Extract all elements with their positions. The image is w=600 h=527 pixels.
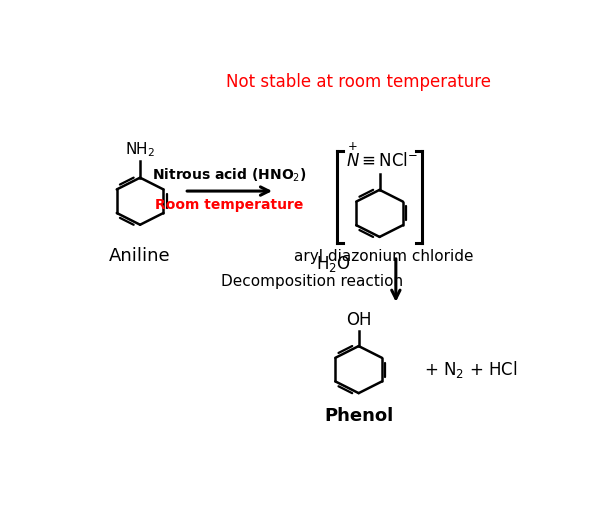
Text: Not stable at room temperature: Not stable at room temperature [226, 73, 491, 91]
Text: Nitrous acid (HNO$_2$): Nitrous acid (HNO$_2$) [152, 167, 307, 184]
Text: Room temperature: Room temperature [155, 198, 304, 212]
Text: H$_2$O: H$_2$O [316, 254, 350, 274]
Text: Aniline: Aniline [109, 247, 171, 265]
Text: aryl diazonium chloride: aryl diazonium chloride [295, 249, 474, 264]
Text: Decomposition reaction: Decomposition reaction [221, 274, 403, 289]
Text: OH: OH [346, 310, 371, 329]
Text: NH$_2$: NH$_2$ [125, 140, 155, 159]
Text: + N$_2$ + HCl: + N$_2$ + HCl [424, 359, 517, 380]
Text: $\overset{+}{N}$$\equiv$NCl$^{-}$: $\overset{+}{N}$$\equiv$NCl$^{-}$ [346, 143, 418, 171]
Text: Phenol: Phenol [324, 407, 393, 425]
